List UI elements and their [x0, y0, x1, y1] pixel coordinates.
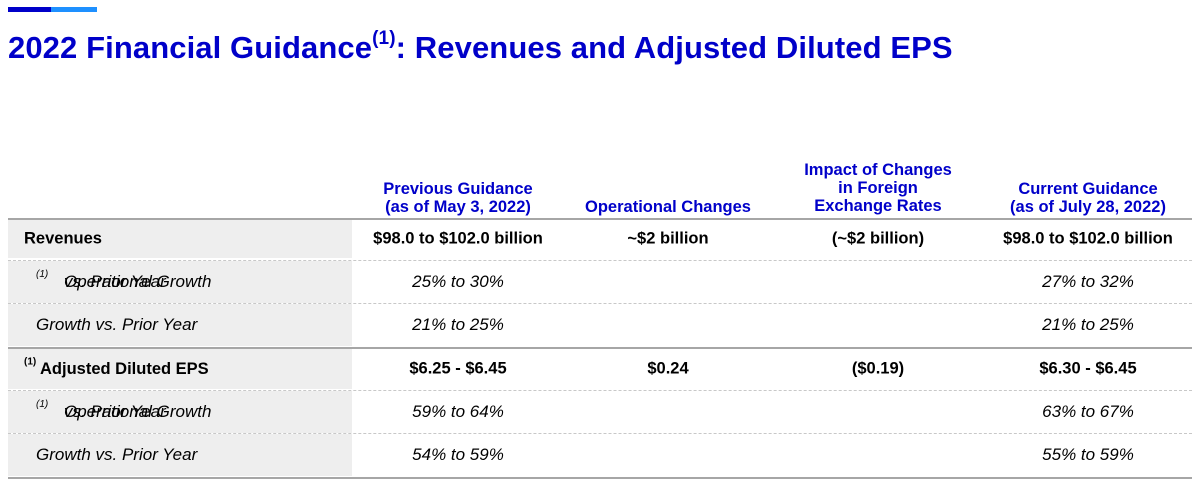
row-divider — [8, 390, 1192, 391]
row-label: Growth vs. Prior Year — [36, 445, 198, 464]
cell-current: 21% to 25% — [1042, 315, 1134, 334]
col-header-current-guidance: Current Guidance (as of July 28, 2022) — [1010, 180, 1166, 216]
cell-previous: 59% to 64% — [412, 402, 504, 421]
cell-current: 27% to 32% — [1042, 272, 1134, 291]
col-header-previous-guidance: Previous Guidance (as of May 3, 2022) — [383, 180, 533, 216]
table-row-operational-growth: Operational Growth (1) vs. Prior Year 25%… — [8, 261, 1192, 303]
cell-previous: 54% to 59% — [412, 445, 504, 464]
row-label: Revenues — [24, 229, 102, 248]
cell-current: 55% to 59% — [1042, 445, 1134, 464]
cell-operational: $0.24 — [647, 359, 689, 378]
cell-previous: 21% to 25% — [412, 315, 504, 334]
header-divider — [8, 218, 1192, 220]
table-row-operational-growth: Operational Growth (1) vs. Prior Year 59%… — [8, 391, 1192, 433]
col-header-fx-impact: Impact of Changes in Foreign Exchange Rate… — [804, 161, 952, 215]
cell-current: $98.0 to $102.0 billion — [1003, 229, 1173, 248]
table-bottom-rule — [8, 477, 1192, 479]
table-row-revenues: Revenues $98.0 to $102.0 billion ~$2 bil… — [8, 220, 1192, 258]
row-divider — [8, 303, 1192, 304]
cell-fx: ($0.19) — [851, 359, 905, 378]
accent-bar-light — [51, 7, 97, 12]
table-row-adjusted-eps: Adjusted Diluted EPS (1) $6.25 - $6.45 $0… — [8, 349, 1192, 389]
col-header-operational-changes: Operational Changes — [585, 198, 751, 216]
cell-current: 63% to 67% — [1042, 402, 1134, 421]
cell-current: $6.30 - $6.45 — [1039, 359, 1137, 378]
table-row-growth: Growth vs. Prior Year 54% to 59% 55% to … — [8, 434, 1192, 476]
row-label: Adjusted Diluted EPS (1) — [24, 356, 209, 378]
cell-previous: $98.0 to $102.0 billion — [373, 229, 543, 248]
row-label: Operational Growth (1) vs. Prior Year — [36, 399, 212, 421]
cell-previous: $6.25 - $6.45 — [409, 359, 507, 378]
row-label: Growth vs. Prior Year — [36, 315, 198, 334]
cell-operational: ~$2 billion — [627, 229, 709, 248]
row-divider — [8, 433, 1192, 434]
row-label: Operational Growth (1) vs. Prior Year — [36, 269, 212, 291]
row-divider — [8, 260, 1192, 261]
cell-previous: 25% to 30% — [412, 272, 504, 291]
section-divider — [8, 347, 1192, 349]
accent-bar-dark — [8, 7, 51, 12]
page-title: 2022 Financial Guidance(1): Revenues and… — [8, 28, 953, 65]
cell-fx: (~$2 billion) — [831, 229, 925, 248]
table-row-growth: Growth vs. Prior Year 21% to 25% 21% to … — [8, 304, 1192, 346]
